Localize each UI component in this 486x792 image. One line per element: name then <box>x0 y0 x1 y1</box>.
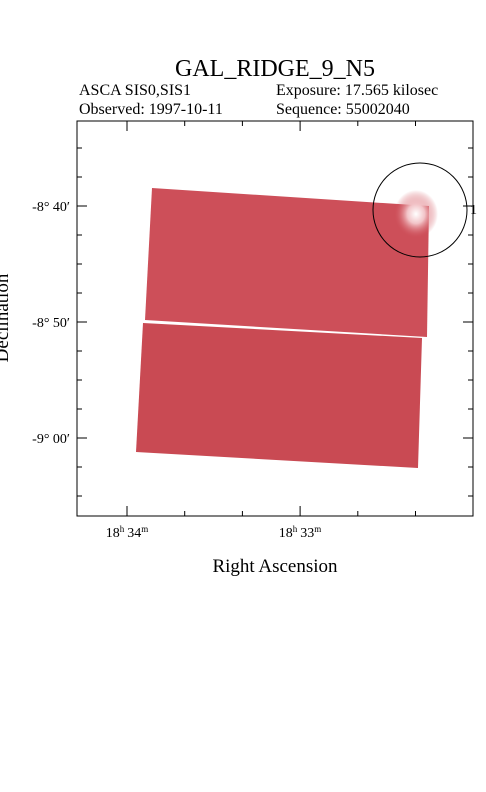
source-glow <box>394 190 438 238</box>
plot-frame <box>76 120 474 517</box>
tick-h: h <box>293 524 298 534</box>
instrument: ASCA SIS0,SIS1 <box>79 82 191 99</box>
source-region <box>372 162 468 258</box>
x-tick-label: 18h 34m <box>106 524 149 541</box>
ticks <box>77 121 473 516</box>
observed: Observed: 1997-10-11 <box>79 101 223 118</box>
tick-m: m <box>141 524 148 534</box>
y-tick-label: -9° 00′ <box>32 432 70 447</box>
y-axis-label: Declination <box>0 273 13 362</box>
y-tick-label: -8° 50′ <box>32 316 70 331</box>
x-tick-label: 18h 33m <box>279 524 322 541</box>
image-panel <box>136 323 422 468</box>
sequence: Sequence: 55002040 <box>276 101 410 118</box>
tick-minutes: 34 <box>127 526 141 541</box>
tick-hours: 18 <box>279 526 293 541</box>
exposure: Exposure: 17.565 kilosec <box>276 82 438 99</box>
tick-hours: 18 <box>106 526 120 541</box>
y-tick-label: -8° 40′ <box>32 200 70 215</box>
tick-m: m <box>314 524 321 534</box>
title: GAL_RIDGE_9_N5 <box>175 56 375 82</box>
x-axis-label: Right Ascension <box>212 556 338 577</box>
image-panel <box>145 188 429 337</box>
tick-minutes: 33 <box>300 526 314 541</box>
tick-h: h <box>120 524 125 534</box>
